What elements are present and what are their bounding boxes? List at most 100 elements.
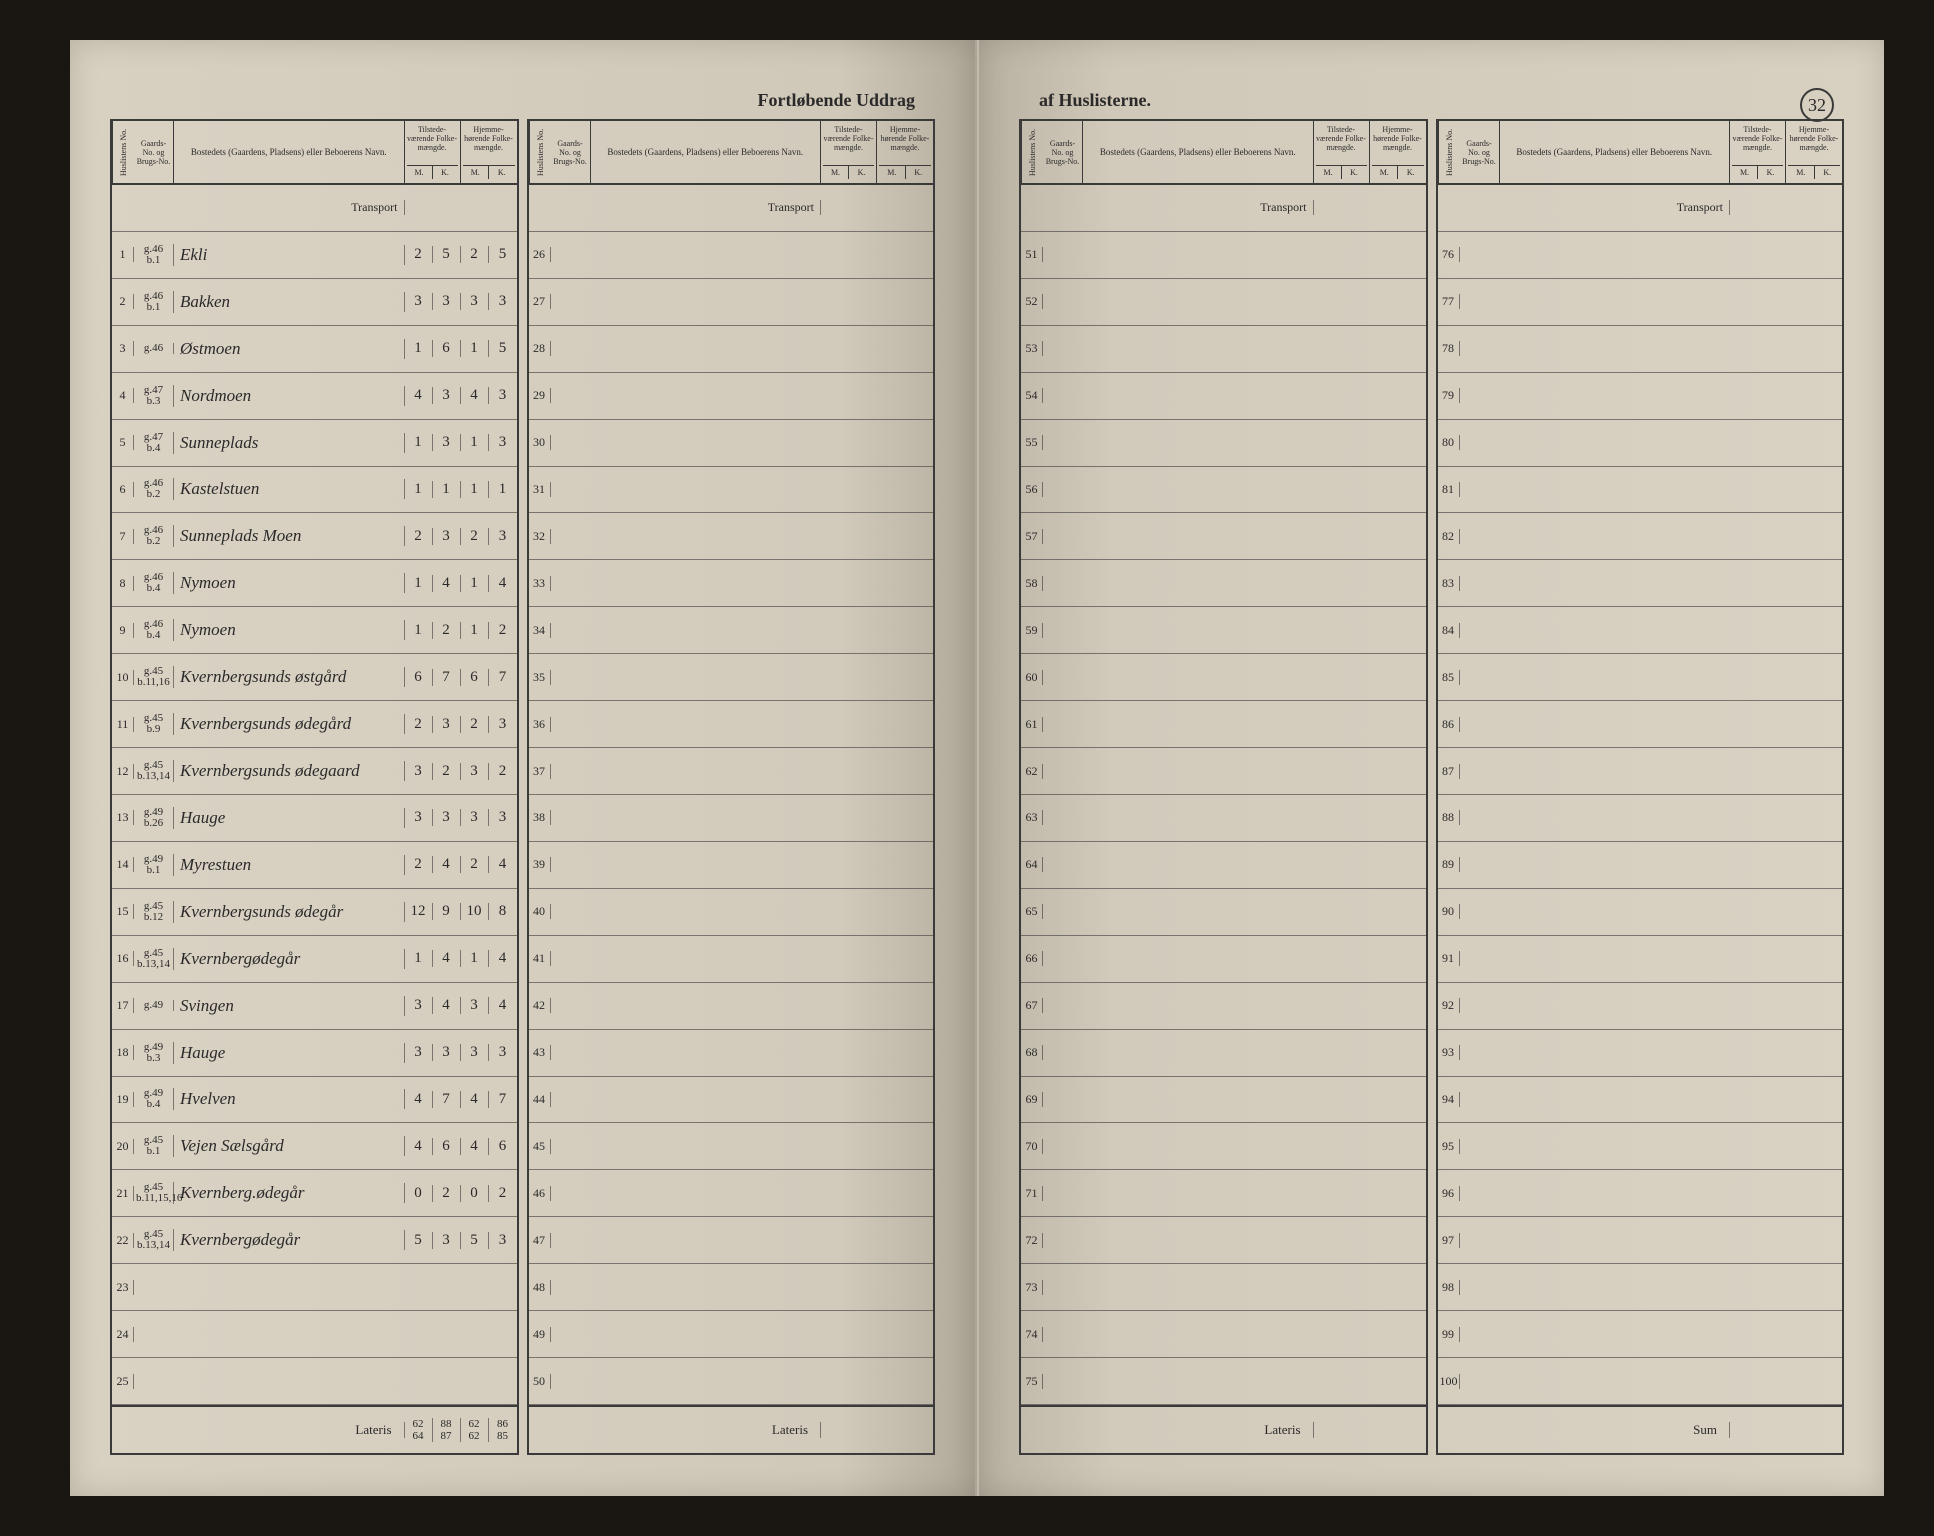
bosted-name: Transport	[1083, 200, 1314, 215]
row-number: 82	[1438, 529, 1460, 544]
row-number: 10	[112, 670, 134, 685]
col-husliste: Huslistens No.	[112, 121, 134, 183]
row-number: 65	[1021, 904, 1043, 919]
tilstede-k: 3	[433, 716, 461, 733]
row-number: 31	[529, 482, 551, 497]
panel-header: Huslistens No. Gaards-No. og Brugs-No. B…	[1438, 121, 1843, 185]
tilstede-k: 6	[433, 340, 461, 357]
ledger-row: 56	[1021, 467, 1426, 514]
tilstede-m: 1	[405, 434, 433, 451]
col-m: M.	[1372, 166, 1399, 179]
row-number: 62	[1021, 764, 1043, 779]
ledger-row: Transport	[1021, 185, 1426, 232]
ledger-row: 61	[1021, 701, 1426, 748]
ledger-row: 18 g.49 b.3 Hauge 3 3 3 3	[112, 1030, 517, 1077]
bosted-name: Svingen	[174, 996, 405, 1016]
hjemme-k: 5	[489, 340, 517, 357]
row-number: 71	[1021, 1186, 1043, 1201]
gaard-no: g.46 b.2	[134, 525, 174, 547]
row-number: 97	[1438, 1233, 1460, 1248]
row-number: 79	[1438, 388, 1460, 403]
bosted-name: Sunneplads	[174, 433, 405, 453]
bosted-name: Kastelstuen	[174, 479, 405, 499]
bosted-name: Østmoen	[174, 339, 405, 359]
lateris-row: Sum	[1438, 1405, 1843, 1453]
col-hjemme: Hjemme-hørende Folke-mængde. M.K.	[1786, 121, 1842, 183]
row-number: 12	[112, 764, 134, 779]
ledger-row: 76	[1438, 232, 1843, 279]
gaard-no: g.45 b.9	[134, 713, 174, 735]
hjemme-m: 5	[461, 1232, 489, 1249]
ledger-row: 33	[529, 560, 934, 607]
hjemme-k: 4	[489, 950, 517, 967]
ledger-row: 48	[529, 1264, 934, 1311]
ledger-row: 60	[1021, 654, 1426, 701]
ledger-row: 43	[529, 1030, 934, 1077]
ledger-row: 65	[1021, 889, 1426, 936]
hjemme-k: 3	[489, 716, 517, 733]
ledger-row: 26	[529, 232, 934, 279]
ledger-panel-2: Huslistens No. Gaards-No. og Brugs-No. B…	[527, 119, 936, 1455]
row-number: 19	[112, 1092, 134, 1107]
row-number: 50	[529, 1374, 551, 1389]
hjemme-k: 3	[489, 434, 517, 451]
tilstede-k: 3	[433, 1232, 461, 1249]
hjemme-k: 3	[489, 1232, 517, 1249]
row-number: 43	[529, 1045, 551, 1060]
tilstede-k: 3	[433, 809, 461, 826]
row-number: 37	[529, 764, 551, 779]
col-bosted: Bostedets (Gaardens, Pladsens) eller Beb…	[591, 121, 822, 183]
row-number: 69	[1021, 1092, 1043, 1107]
hjemme-m: 1	[461, 481, 489, 498]
ledger-row: Transport	[112, 185, 517, 232]
ledger-row: 88	[1438, 795, 1843, 842]
row-number: 89	[1438, 857, 1460, 872]
row-number: 8	[112, 576, 134, 591]
tilstede-k: 4	[433, 997, 461, 1014]
hjemme-k: 3	[489, 387, 517, 404]
bosted-name: Hauge	[174, 1043, 405, 1063]
row-number: 20	[112, 1139, 134, 1154]
left-page: Fortløbende Uddrag Huslistens No. Gaards…	[70, 40, 977, 1496]
col-gaard: Gaards-No. og Brugs-No.	[551, 121, 591, 183]
row-number: 60	[1021, 670, 1043, 685]
row-number: 68	[1021, 1045, 1043, 1060]
row-number: 14	[112, 857, 134, 872]
ledger-row: 30	[529, 420, 934, 467]
row-number: 92	[1438, 998, 1460, 1013]
row-number: 34	[529, 623, 551, 638]
ledger-row: 92	[1438, 983, 1843, 1030]
ledger-row: 74	[1021, 1311, 1426, 1358]
row-number: 59	[1021, 623, 1043, 638]
row-number: 53	[1021, 341, 1043, 356]
ledger-row: 94	[1438, 1077, 1843, 1124]
ledger-row: 57	[1021, 513, 1426, 560]
col-gaard: Gaards-No. og Brugs-No.	[1043, 121, 1083, 183]
col-gaard: Gaards-No. og Brugs-No.	[1460, 121, 1500, 183]
lateris-hk: 8685	[489, 1418, 517, 1442]
bosted-name: Myrestuen	[174, 855, 405, 875]
hjemme-k: 3	[489, 528, 517, 545]
panel-header: Huslistens No. Gaards-No. og Brugs-No. B…	[529, 121, 934, 185]
row-number: 51	[1021, 247, 1043, 262]
row-number: 94	[1438, 1092, 1460, 1107]
ledger-row: 25	[112, 1358, 517, 1405]
hjemme-k: 7	[489, 669, 517, 686]
ledger-row: 38	[529, 795, 934, 842]
row-number: 63	[1021, 810, 1043, 825]
tilstede-k: 7	[433, 669, 461, 686]
hjemme-m: 3	[461, 1044, 489, 1061]
ledger-row: 29	[529, 373, 934, 420]
ledger-row: 87	[1438, 748, 1843, 795]
bosted-name: Hvelven	[174, 1089, 405, 1109]
ledger-row: 59	[1021, 607, 1426, 654]
col-k: K.	[433, 166, 458, 179]
tilstede-k: 1	[433, 481, 461, 498]
col-k: K.	[1342, 166, 1367, 179]
hjemme-m: 2	[461, 528, 489, 545]
ledger-row: 11 g.45 b.9 Kvernbergsunds ødegård 2 3 2…	[112, 701, 517, 748]
col-k: K.	[1398, 166, 1424, 179]
row-number: 76	[1438, 247, 1460, 262]
bosted-name: Kvernbergsunds ødegaard	[174, 761, 405, 781]
bosted-name: Nordmoen	[174, 386, 405, 406]
